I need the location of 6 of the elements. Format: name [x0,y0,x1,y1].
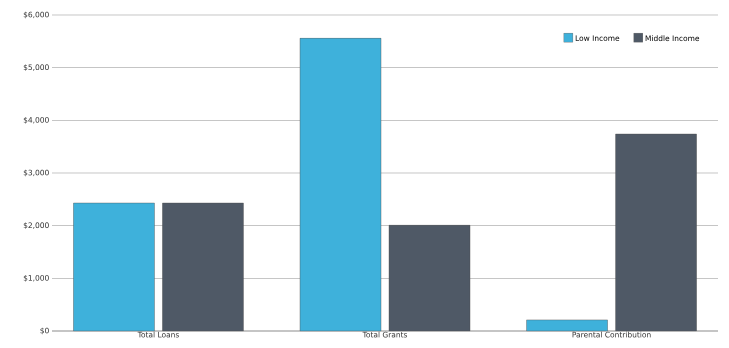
bar [615,134,697,332]
bar [388,224,470,332]
bar [300,38,382,332]
bar [73,202,155,332]
bar [162,202,244,332]
bar [526,320,608,332]
